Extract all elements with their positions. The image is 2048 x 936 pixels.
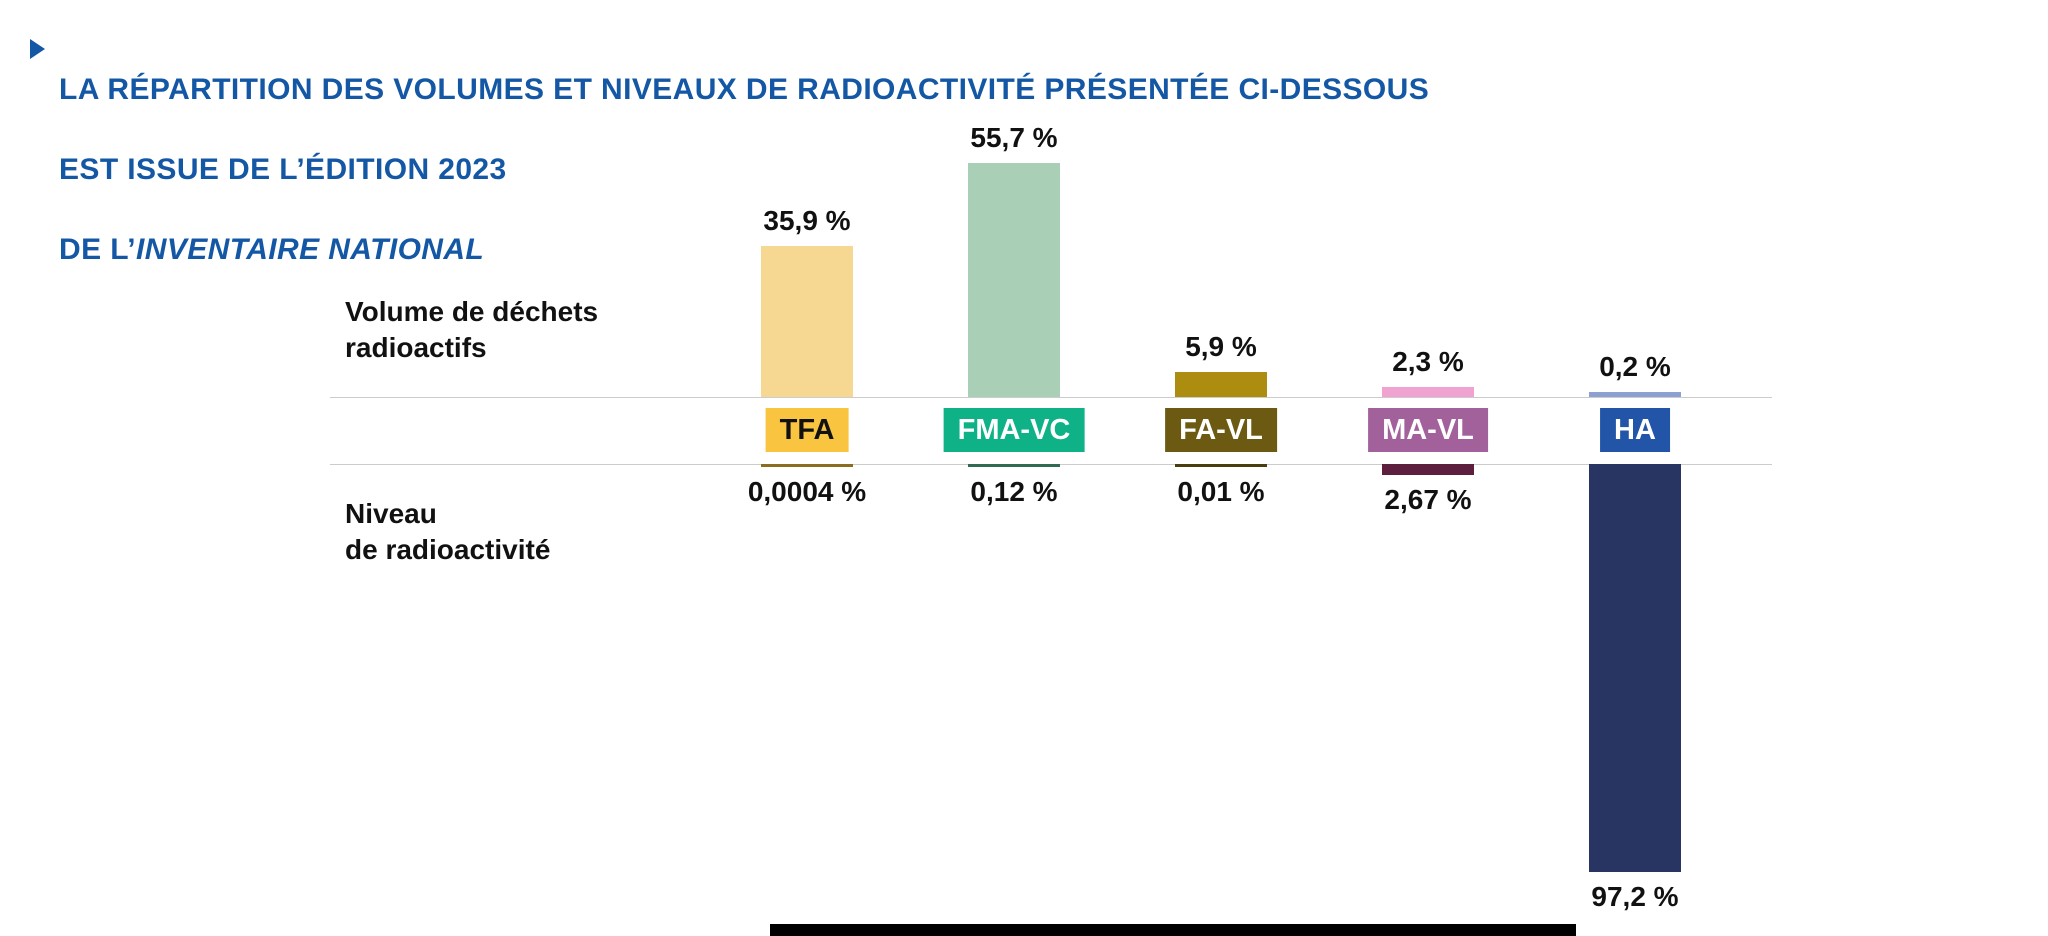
radioactivity-value-label: 0,0004 % [747,476,867,507]
radioactivity-value-label: 0,12 % [970,476,1058,507]
volume-value-label: 0,2 % [1599,351,1671,382]
upper-axis-line [330,397,1772,398]
title-line-3-prefix: DE L’ [59,233,137,266]
volume-value-label: 35,9 % [763,205,851,237]
category-badge: FA-VL [1165,408,1277,452]
volume-value-label: 5,9 % [1185,331,1257,363]
volume-value-label: 2,3 % [1392,346,1464,378]
category-badge: FMA-VC [943,408,1085,452]
volume-axis-label: Volume de déchets radioactifs [345,294,598,366]
volume-bar [1589,392,1681,397]
footer-black-bar [770,924,1576,936]
title-line-3: DE L’INVENTAIRE NATIONAL [59,230,1429,270]
volume-axis-label-line2: radioactifs [345,332,487,363]
page-title: LA RÉPARTITION DES VOLUMES ET NIVEAUX DE… [30,30,1429,310]
radioactivity-axis-label-line2: de radioactivité [345,534,551,565]
title-line-2: EST ISSUE DE L’ÉDITION 2023 [59,153,507,186]
volume-bar [1175,372,1267,397]
radioactivity-value-label: 0,01 % [1177,476,1265,507]
title-text: LA RÉPARTITION DES VOLUMES ET NIVEAUX DE… [59,30,1429,310]
title-line-1: LA RÉPARTITION DES VOLUMES ET NIVEAUX DE… [59,73,1430,106]
volume-bar [761,246,853,397]
radioactivity-value-label: 97,2 % [1591,881,1679,913]
volume-bar [968,163,1060,397]
radioactivity-bar [1382,464,1474,476]
radioactivity-bar [761,464,853,467]
volume-value-label: 55,7 % [970,122,1058,154]
title-line-3-italic: INVENTAIRE NATIONAL [136,233,485,266]
radioactivity-bar [968,464,1060,467]
radioactivity-bar [1589,464,1681,873]
category-badge: HA [1600,408,1670,452]
radioactivity-value-label: 2,67 % [1384,484,1472,516]
category-badge: MA-VL [1368,408,1488,452]
volume-axis-label-line1: Volume de déchets [345,296,599,327]
category-badge: TFA [765,408,849,452]
radioactivity-axis-label-line1: Niveau [345,498,437,529]
triangle-bullet-icon [30,39,45,59]
volume-bar [1382,387,1474,397]
radioactivity-bar [1175,464,1267,467]
radioactivity-axis-label: Niveau de radioactivité [345,496,550,568]
